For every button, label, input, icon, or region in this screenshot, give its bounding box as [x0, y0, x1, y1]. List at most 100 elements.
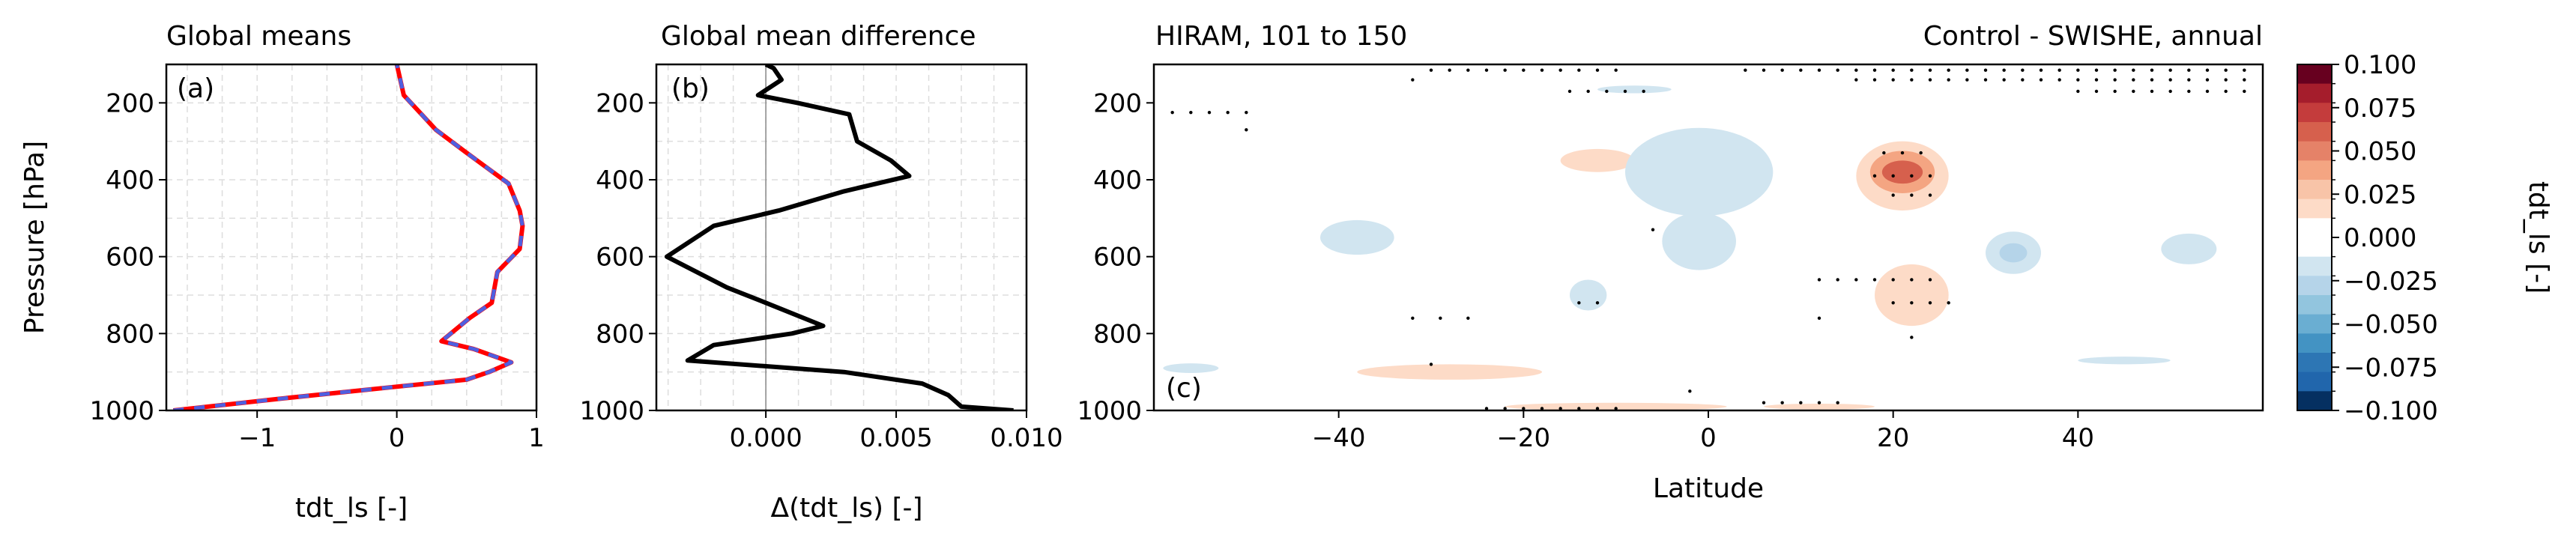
stipple-dot	[1623, 89, 1627, 94]
stipple-dot	[1983, 68, 1988, 72]
stipple-dot	[2243, 78, 2246, 82]
contour-patch-cool	[1625, 127, 1774, 216]
stipple-dot	[1983, 78, 1988, 82]
stipple-dot	[2243, 68, 2246, 72]
contour-patch-cool	[1999, 243, 2028, 263]
c-ytick-label: 1000	[1077, 396, 1142, 426]
stipple-dot	[1466, 316, 1470, 320]
b-series-line-0	[664, 64, 1014, 410]
stipple-dot	[1900, 151, 1905, 155]
stipple-dot	[1910, 336, 1914, 339]
colorbar-segment	[2297, 103, 2332, 123]
stipple-dot	[2205, 78, 2210, 82]
colorbar-tick-label: 0.050	[2344, 137, 2416, 167]
stipple-dot	[1762, 68, 1766, 72]
stipple-dot	[1577, 68, 1581, 72]
colorbar-segment	[2297, 180, 2332, 200]
panel-b-ticks: 0.000 0.005 0.010 200 400 600 800 1000	[579, 88, 1062, 453]
panel-a-frame	[165, 63, 538, 412]
stipple-dot	[1577, 301, 1581, 305]
stipple-dot	[1836, 68, 1839, 72]
stipple-dot	[1891, 68, 1895, 72]
stipple-dot	[2150, 89, 2154, 94]
stipple-dot	[1780, 68, 1784, 72]
contour-patch-warm	[1764, 404, 1875, 410]
a-series-line-0	[172, 64, 525, 410]
panel-a-ticks: −1 0 1 200 400 600 800 1000	[89, 88, 544, 453]
stipple-dot	[1170, 110, 1174, 115]
colorbar-segment	[2297, 333, 2332, 354]
contour-patch-warm	[1875, 264, 1949, 327]
stipple-dot	[1947, 301, 1950, 305]
stipple-dot	[1595, 407, 1600, 410]
stipple-dot	[2094, 68, 2099, 72]
stipple-dot	[2168, 78, 2172, 82]
panel-a-series	[172, 64, 525, 410]
a-ytick-label: 400	[106, 166, 154, 195]
stipple-dot	[2132, 78, 2135, 82]
panel-c-title-right: Control - SWISHE, annual	[1923, 21, 2263, 52]
stipple-dot	[1429, 363, 1433, 366]
colorbar-tick-label: 0.075	[2344, 94, 2416, 124]
stipple-dot	[1891, 193, 1895, 197]
c-ytick-label: 800	[1093, 319, 1142, 349]
stipple-dot	[2021, 68, 2025, 72]
colorbar-segment	[2297, 276, 2332, 296]
a-ytick-label: 1000	[89, 396, 154, 426]
stipple-dot	[1928, 278, 1932, 282]
stipple-dot	[1688, 389, 1692, 393]
stipple-dot	[1910, 68, 1914, 72]
stipple-dot	[1882, 151, 1886, 155]
stipple-dot	[1891, 301, 1895, 305]
stipple-dot	[1605, 89, 1609, 94]
stipple-dot	[1928, 301, 1932, 305]
stipple-dot	[2002, 78, 2006, 82]
a-xtick-label: −1	[238, 423, 276, 453]
stipple-dot	[2113, 89, 2117, 94]
contour-patch-cool	[1570, 279, 1607, 311]
b-ytick-label: 200	[596, 88, 644, 118]
stipple-dot	[1484, 68, 1489, 72]
contour-patch-cool	[1662, 212, 1737, 270]
a-ytick-label: 800	[106, 319, 154, 349]
stipple-dot	[1854, 78, 1858, 82]
a-ytick-label: 600	[106, 243, 154, 273]
contour-patch-cool	[2161, 233, 2217, 264]
stipple-dot	[2168, 68, 2172, 72]
stipple-dot	[1965, 68, 1969, 72]
stipple-dot	[1891, 78, 1895, 82]
panel-c-title-left: HIRAM, 101 to 150	[1155, 21, 1407, 52]
stipple-dot	[2187, 78, 2191, 82]
colorbar-segment	[2297, 64, 2332, 85]
stipple-dot	[1448, 68, 1451, 72]
colorbar-segment	[2297, 353, 2332, 373]
stipple-dot	[1642, 89, 1645, 94]
panel-a-title: Global means	[166, 21, 351, 52]
stipple-dot	[1817, 68, 1821, 72]
stipple-dot	[1577, 407, 1581, 410]
panel-b-xlabel: Δ(tdt_ls) [-]	[770, 493, 922, 524]
stipple-dot	[1817, 401, 1821, 404]
panel-b-series	[664, 64, 1014, 410]
stipple-dot	[1439, 316, 1442, 320]
stipple-dot	[2039, 78, 2043, 82]
colorbar-tick-label: −0.025	[2344, 267, 2438, 297]
stipple-dot	[1872, 174, 1877, 178]
colorbar-segment	[2297, 295, 2332, 315]
panel-c-stippling	[1170, 68, 2246, 410]
c-xtick-label: 40	[2062, 423, 2094, 453]
panel-a-ylabel: Pressure [hPa]	[19, 141, 50, 334]
stipple-dot	[1522, 68, 1526, 72]
stipple-dot	[2058, 68, 2061, 72]
stipple-dot	[2150, 68, 2154, 72]
c-xtick-label: 20	[1877, 423, 1909, 453]
stipple-dot	[1817, 278, 1821, 282]
colorbar-segment	[2297, 371, 2332, 392]
colorbar-segment	[2297, 198, 2332, 219]
a-xtick-label: 0	[389, 423, 405, 453]
panel-c-contours	[1163, 85, 2217, 410]
colorbar-tick-label: −0.075	[2344, 353, 2438, 383]
stipple-dot	[2150, 78, 2154, 82]
stipple-dot	[2243, 89, 2246, 94]
b-ytick-label: 800	[596, 319, 644, 349]
